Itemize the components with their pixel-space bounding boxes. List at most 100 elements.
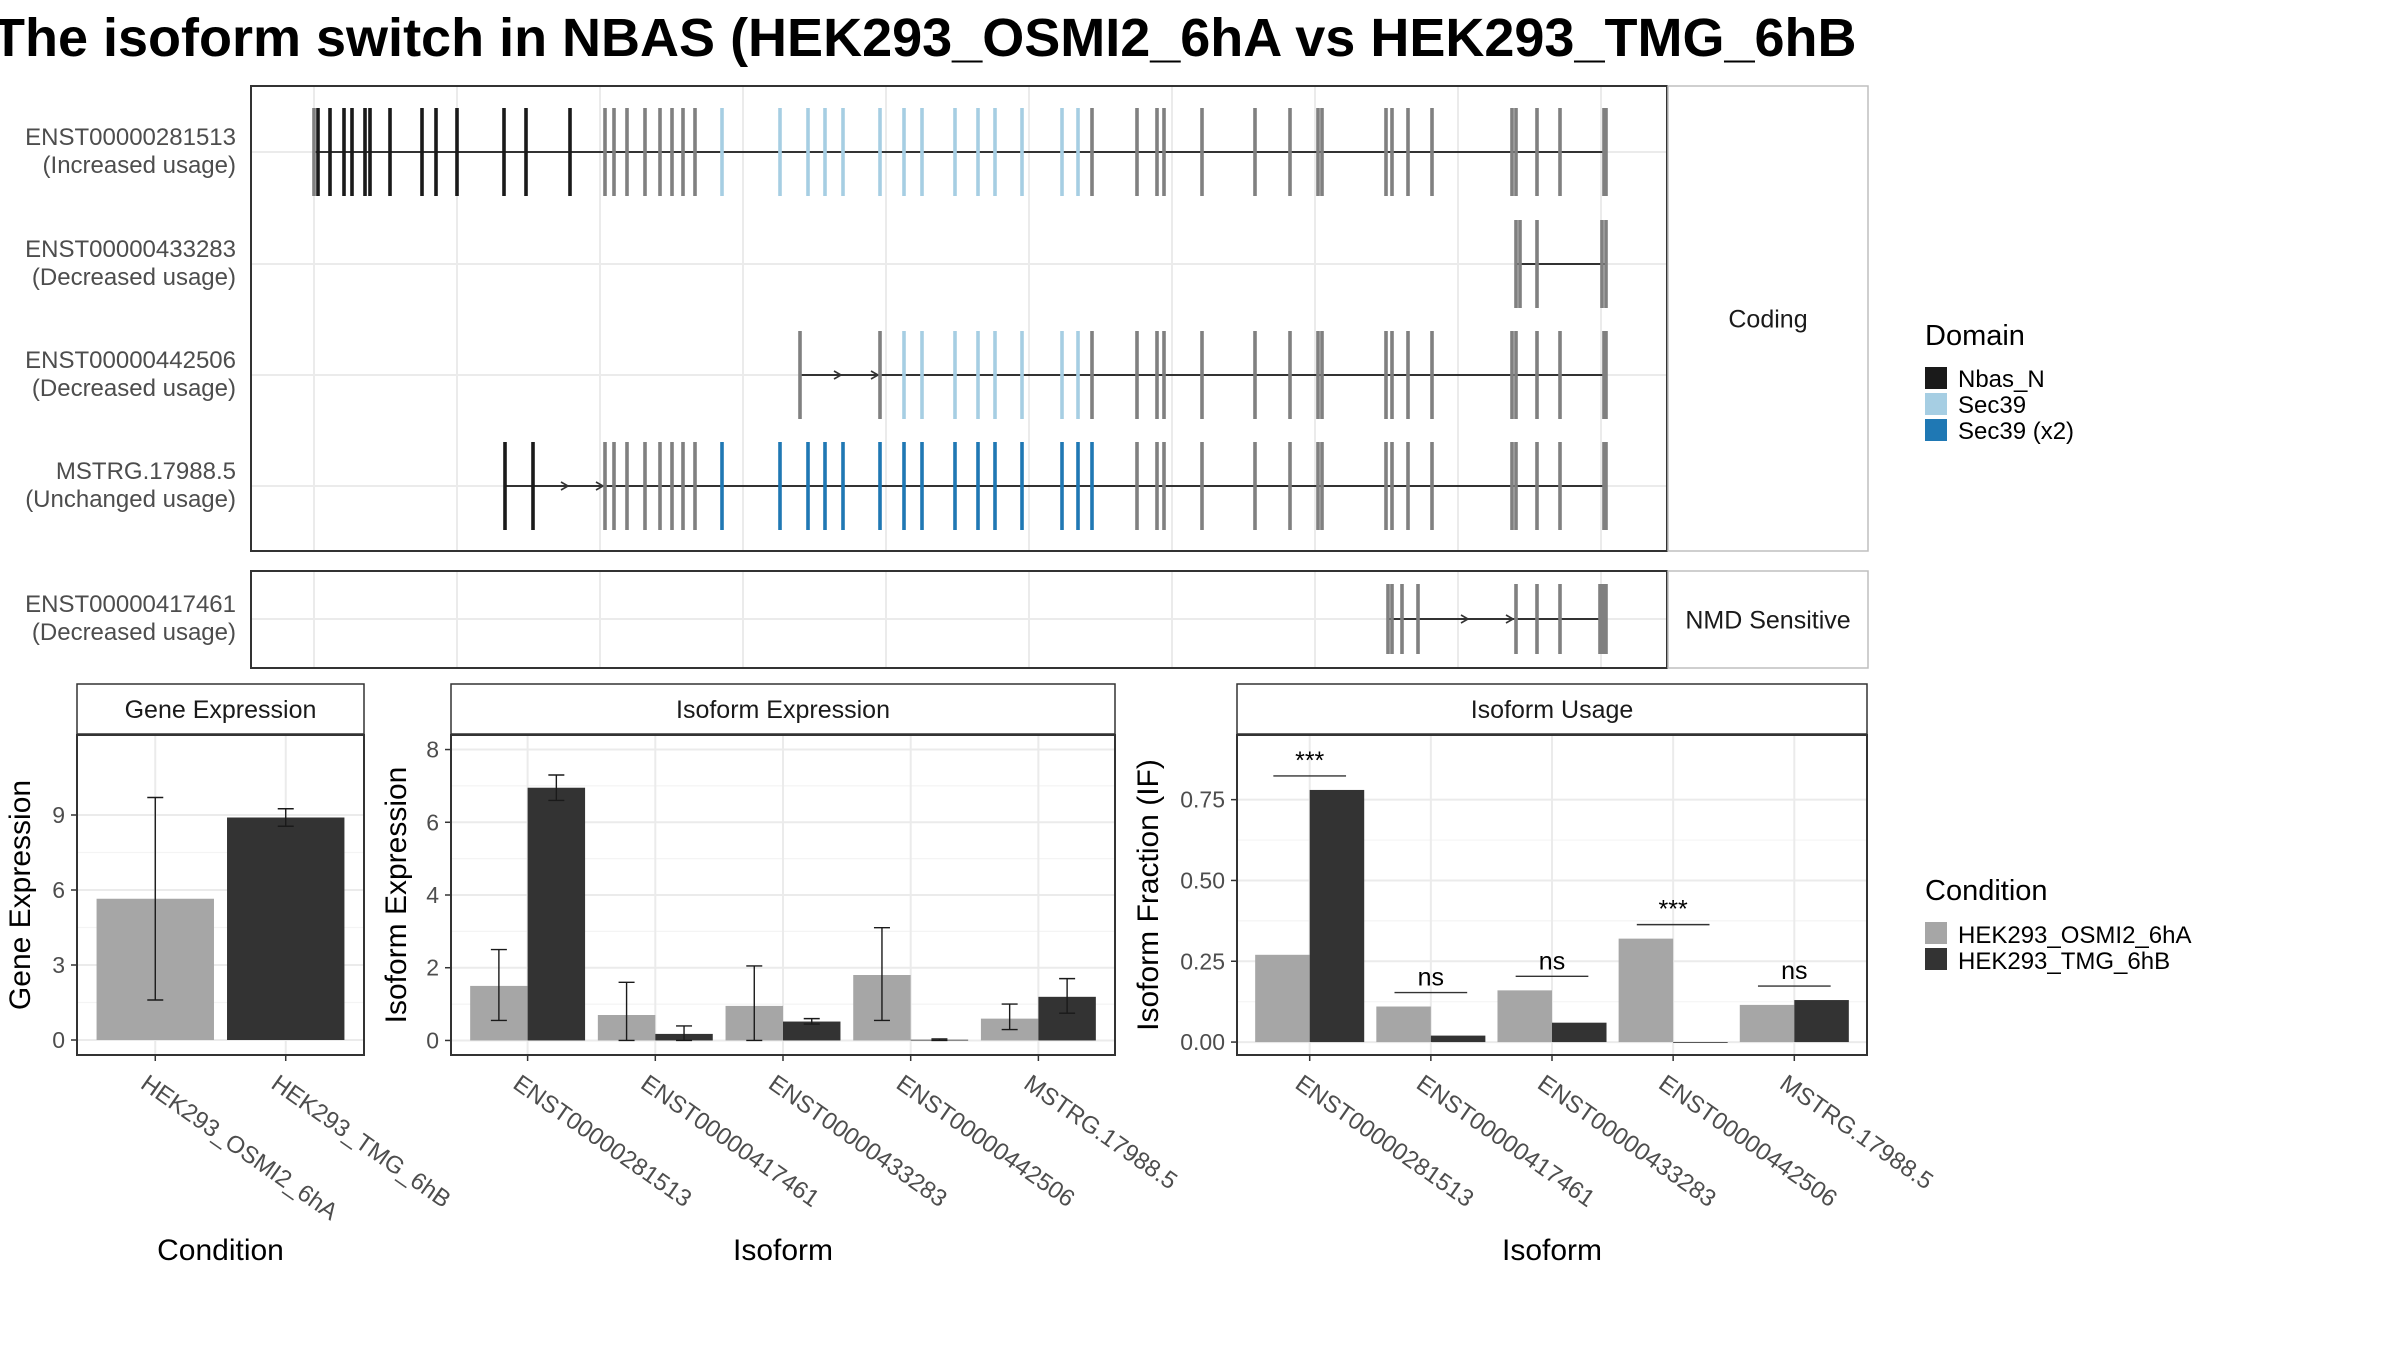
chart-strip bbox=[76, 683, 365, 735]
exon bbox=[1316, 108, 1320, 196]
exon bbox=[1200, 331, 1204, 419]
exon bbox=[658, 108, 662, 196]
transcript-row-mstrg-17988-5 bbox=[503, 442, 1608, 530]
exon bbox=[503, 442, 507, 530]
exon bbox=[1510, 108, 1514, 196]
transcript-usage-label: (Increased usage) bbox=[43, 152, 236, 179]
exon bbox=[1390, 584, 1394, 654]
panel-strip bbox=[1667, 85, 1869, 552]
exon bbox=[1288, 442, 1292, 530]
legend-swatch-nbas-n bbox=[1925, 367, 1947, 389]
panel-border bbox=[250, 85, 1668, 552]
exon bbox=[1076, 108, 1080, 196]
exon bbox=[1390, 331, 1394, 419]
exon bbox=[1535, 108, 1539, 196]
exon bbox=[1253, 442, 1257, 530]
exon bbox=[1090, 108, 1094, 196]
strip-label-nmd-sensitive: NMD Sensitive bbox=[1685, 607, 1850, 635]
exon bbox=[388, 108, 392, 196]
exon bbox=[1020, 108, 1024, 196]
exon bbox=[603, 442, 607, 530]
exon bbox=[878, 331, 882, 419]
x-axis-title: Isoform bbox=[1502, 1234, 1602, 1267]
bar-enst00000433283-hek293-tmg-6hb bbox=[783, 1021, 841, 1041]
transcript-usage-label: (Decreased usage) bbox=[32, 375, 236, 402]
exon bbox=[1076, 442, 1080, 530]
exon bbox=[1135, 331, 1139, 419]
exon bbox=[902, 108, 906, 196]
legend-label-nbas-n: Nbas_N bbox=[1958, 366, 2045, 393]
exon bbox=[568, 108, 572, 196]
exon bbox=[1558, 442, 1562, 530]
transcript-panel-coding: ENST00000281513(Increased usage) ENST0000… bbox=[25, 85, 1869, 552]
exon bbox=[1514, 442, 1518, 530]
exon bbox=[1076, 331, 1080, 419]
exon bbox=[643, 108, 647, 196]
exon bbox=[720, 108, 724, 196]
bar-enst00000442506-hek293-tmg-6hb bbox=[1673, 1042, 1728, 1043]
exon bbox=[1316, 331, 1320, 419]
bar-enst00000417461-hek293-osmi2-6ha bbox=[1376, 1006, 1431, 1043]
exon bbox=[993, 108, 997, 196]
bar-enst00000281513-hek293-tmg-6hb bbox=[1309, 789, 1365, 1043]
exon bbox=[1598, 584, 1602, 654]
exon bbox=[1604, 108, 1608, 196]
exon bbox=[681, 108, 685, 196]
exon bbox=[1535, 220, 1539, 308]
domain-legend-title: Domain bbox=[1925, 320, 2025, 352]
y-axis-title: Isoform Fraction (IF) bbox=[1132, 759, 1165, 1031]
exon bbox=[902, 442, 906, 530]
legend-swatch-osmi2 bbox=[1925, 922, 1947, 944]
exon bbox=[1320, 331, 1324, 419]
y-tick-label: 0.75 bbox=[1180, 787, 1225, 813]
transcript-id-enst00000417461: ENST00000417461 bbox=[25, 591, 236, 618]
exon bbox=[1406, 108, 1410, 196]
exon bbox=[841, 108, 845, 196]
exon bbox=[658, 442, 662, 530]
transcript-id-mstrg-17988-5: MSTRG.17988.5 bbox=[56, 458, 236, 485]
strand-arrow bbox=[833, 370, 843, 380]
exon bbox=[1535, 442, 1539, 530]
significance-label: ns bbox=[1539, 947, 1565, 975]
significance-label: ns bbox=[1781, 957, 1807, 985]
exon bbox=[823, 108, 827, 196]
exon bbox=[1090, 331, 1094, 419]
exon bbox=[342, 108, 346, 196]
legend-swatch-sec39-x2 bbox=[1925, 419, 1947, 441]
exon bbox=[1430, 331, 1434, 419]
exon bbox=[1135, 442, 1139, 530]
exon bbox=[806, 108, 810, 196]
exon bbox=[1604, 584, 1608, 654]
exon bbox=[1602, 331, 1606, 419]
strand-arrow bbox=[1460, 614, 1470, 624]
exon bbox=[1406, 331, 1410, 419]
exon bbox=[976, 442, 980, 530]
legend-swatch-sec39 bbox=[1925, 393, 1947, 415]
y-tick-label: 0.00 bbox=[1180, 1029, 1225, 1055]
exon bbox=[1288, 331, 1292, 419]
exon bbox=[693, 108, 697, 196]
exon bbox=[312, 108, 316, 196]
panel-border bbox=[76, 734, 365, 1056]
exon bbox=[1020, 442, 1024, 530]
strand-arrow bbox=[595, 481, 605, 491]
y-tick-label: 9 bbox=[52, 802, 65, 828]
exon bbox=[524, 108, 528, 196]
exon bbox=[902, 331, 906, 419]
domain-legend: Domain Nbas_N Sec39 Sec39 (x2) bbox=[1925, 320, 2074, 445]
exon bbox=[1558, 584, 1562, 654]
exon bbox=[693, 442, 697, 530]
exon bbox=[920, 442, 924, 530]
exon bbox=[1518, 220, 1522, 308]
exon bbox=[643, 442, 647, 530]
isoform-usage-chart: Isoform Usage 0.00 0.25 0.50 0.75 *** ns ns *** n… bbox=[1132, 683, 1938, 1267]
y-tick-label: 3 bbox=[52, 952, 65, 978]
significance-label: *** bbox=[1659, 896, 1688, 924]
panel-border bbox=[250, 570, 1668, 669]
transcript-panel-nmd-sensitive: ENST00000417461(Decreased usage) NMD Sens… bbox=[25, 570, 1869, 669]
exon bbox=[1535, 331, 1539, 419]
exon bbox=[1602, 108, 1606, 196]
exon bbox=[953, 442, 957, 530]
exon bbox=[841, 442, 845, 530]
